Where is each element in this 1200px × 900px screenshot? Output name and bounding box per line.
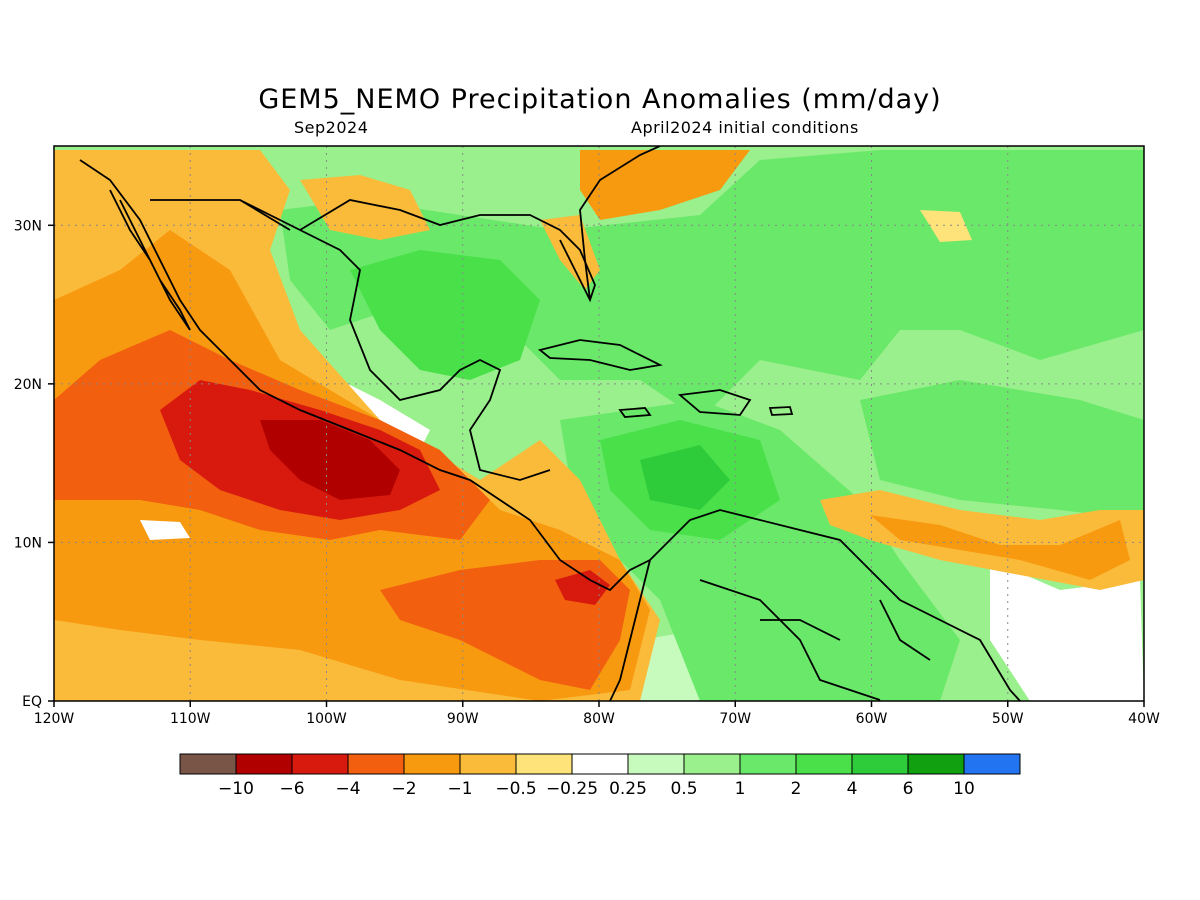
y-axis: EQ 10N 20N 30N <box>14 218 54 710</box>
coast-us-east <box>579 146 661 301</box>
coast-puerto-rico <box>768 406 794 416</box>
border-south-america-interior <box>699 579 931 701</box>
field-neg-small-yellow <box>920 210 972 242</box>
colorbar-label: 6 <box>903 779 914 799</box>
anomaly-field <box>54 146 1144 701</box>
colorbar-swatch <box>907 753 965 775</box>
colorbar-swatch <box>459 753 517 775</box>
field-neg-panama-red <box>555 570 610 605</box>
y-tick-label: 20N <box>14 377 42 393</box>
colorbar-swatch <box>347 753 405 775</box>
field-neg-us-southeast <box>580 150 750 220</box>
x-tick-label: 120W <box>34 711 75 727</box>
initial-conditions: April2024 initial conditions <box>631 118 859 137</box>
colorbar-label: −2 <box>391 779 416 799</box>
colorbar-label: 1 <box>735 779 746 799</box>
field-neg-texas <box>300 175 430 240</box>
colorbar-swatch <box>571 753 629 775</box>
x-tick-label: 80W <box>583 711 615 727</box>
colorbar-swatch <box>179 753 237 775</box>
field-green-atlantic-east <box>860 380 1144 520</box>
colorbar-label: −4 <box>335 779 360 799</box>
coastlines <box>79 146 1021 701</box>
colorbar: −10 −6 −4 −2 −1 −0.5 −0.25 0.25 0.5 1 2 4 6 10 <box>179 753 1021 799</box>
colorbar-swatch <box>515 753 573 775</box>
forecast-month: Sep2024 <box>294 118 369 137</box>
x-tick-label: 50W <box>992 711 1024 727</box>
coast-baja <box>109 189 191 331</box>
colorbar-swatch <box>795 753 853 775</box>
colorbar-label: −0.5 <box>495 779 536 799</box>
x-tick-label: 110W <box>170 711 211 727</box>
coast-jamaica <box>618 407 652 418</box>
x-tick-label: 70W <box>719 711 751 727</box>
coast-hispaniola <box>677 389 752 416</box>
colorbar-swatch <box>739 753 797 775</box>
y-tick-label: 30N <box>14 218 42 234</box>
coast-south-america <box>649 509 1021 701</box>
field-neg-atlantic-core <box>870 515 1130 580</box>
colorbar-label: 2 <box>791 779 802 799</box>
field-pos-white-pacific <box>140 520 190 540</box>
colorbar-swatch <box>963 753 1021 775</box>
x-axis: 120W 110W 100W 90W 80W 70W 60W 50W 40W <box>34 701 1160 727</box>
field-neg-pacific-darkred <box>260 420 400 500</box>
colorbar-label: −0.25 <box>546 779 598 799</box>
colorbar-label: 0.25 <box>609 779 647 799</box>
field-bright-green-gulf <box>350 250 540 380</box>
field-near-zero-south <box>990 560 1144 701</box>
map-title: GEM5_NEMO Precipitation Anomalies (mm/da… <box>258 84 942 115</box>
coast-us-gulf <box>299 199 596 303</box>
colorbar-label: −1 <box>447 779 472 799</box>
x-tick-label: 40W <box>1128 711 1160 727</box>
colorbar-swatch <box>683 753 741 775</box>
colorbar-swatch <box>403 753 461 775</box>
x-tick-label: 90W <box>447 711 479 727</box>
border-us-mexico <box>150 199 291 231</box>
gridlines <box>54 146 1144 701</box>
field-neg-florida <box>540 215 600 290</box>
coast-cuba <box>538 339 663 371</box>
y-tick-label: EQ <box>22 694 42 710</box>
x-tick-label: 60W <box>856 711 888 727</box>
colorbar-label: −6 <box>279 779 304 799</box>
field-darker-green-center <box>640 445 730 510</box>
x-tick-label: 100W <box>306 711 347 727</box>
y-tick-label: 10N <box>14 535 42 551</box>
colorbar-swatch <box>291 753 349 775</box>
colorbar-swatch <box>235 753 293 775</box>
colorbar-swatch <box>851 753 909 775</box>
colorbar-label: 4 <box>847 779 858 799</box>
colorbar-label: −10 <box>218 779 254 799</box>
colorbar-label: 0.5 <box>670 779 697 799</box>
coast-mexico-pacific <box>79 159 652 701</box>
colorbar-label: 10 <box>953 779 975 799</box>
coast-gulf <box>239 199 551 481</box>
colorbar-swatch <box>627 753 685 775</box>
